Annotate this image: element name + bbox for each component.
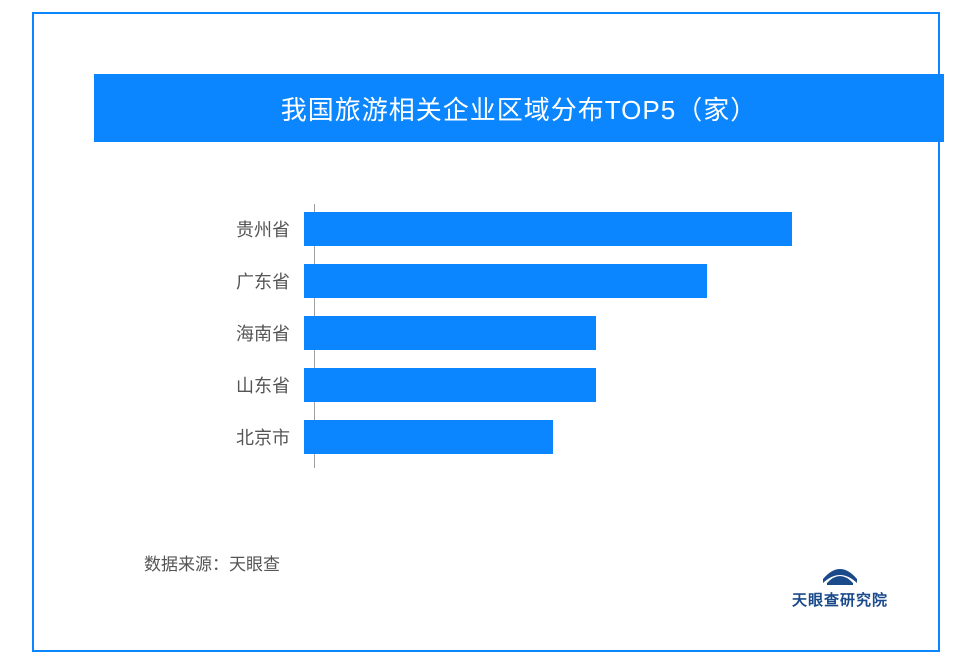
bar-rect (304, 316, 596, 350)
data-source-caption: 数据来源：天眼查 (144, 550, 280, 575)
chart-frame: 我国旅游相关企业区域分布TOP5（家） 贵州省广东省海南省山东省北京市 数据来源… (32, 12, 940, 652)
bar-category-label: 北京市 (214, 424, 304, 450)
bar-row: 北京市 (214, 420, 553, 454)
bar-rect (304, 264, 707, 298)
bar-rect (304, 420, 553, 454)
bar-rect (304, 212, 792, 246)
data-source-text: 数据来源：天眼查 (144, 555, 280, 574)
bar-category-label: 山东省 (214, 372, 304, 398)
bar-category-label: 海南省 (214, 320, 304, 346)
chart-title-text: 我国旅游相关企业区域分布TOP5（家） (281, 90, 757, 127)
chart-title-banner: 我国旅游相关企业区域分布TOP5（家） (94, 74, 944, 142)
tianyancha-logo-icon (819, 557, 861, 585)
bar-category-label: 广东省 (214, 268, 304, 294)
publisher-logo-text: 天眼查研究院 (792, 589, 888, 610)
bar-row: 贵州省 (214, 212, 792, 246)
bar-rect (304, 368, 596, 402)
bar-row: 海南省 (214, 316, 596, 350)
bar-row: 广东省 (214, 264, 707, 298)
chart-plot-area: 贵州省广东省海南省山东省北京市 (214, 204, 854, 504)
bar-category-label: 贵州省 (214, 216, 304, 242)
publisher-logo: 天眼查研究院 (792, 557, 888, 610)
bar-row: 山东省 (214, 368, 596, 402)
